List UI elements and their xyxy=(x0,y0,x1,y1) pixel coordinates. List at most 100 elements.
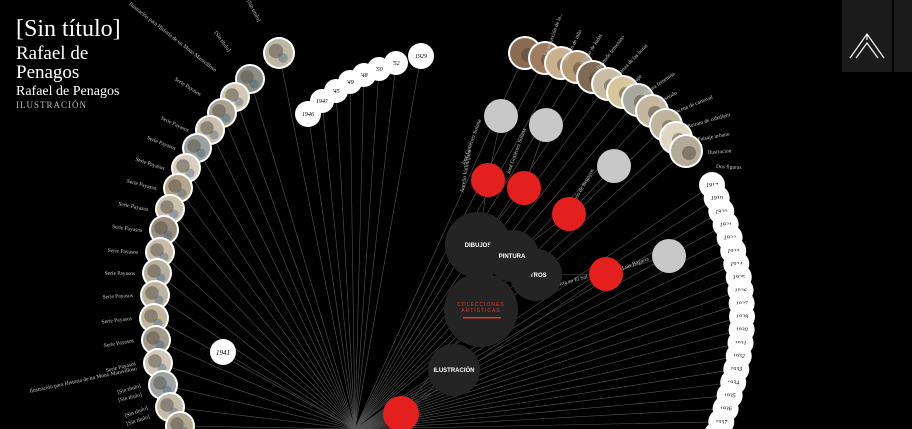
thumbnail-figure xyxy=(200,121,214,135)
artist-node[interactable] xyxy=(529,108,563,142)
author-line-1: Rafael de xyxy=(16,43,89,64)
connection-line xyxy=(354,368,737,429)
artist-label: José Gutiérrez Solana xyxy=(461,118,483,166)
thumbnail-figure xyxy=(148,354,162,368)
connection-line xyxy=(354,303,742,429)
artwork-label: Paisaje urbano xyxy=(697,131,730,143)
artist-node[interactable] xyxy=(597,149,631,183)
year-label: '49 xyxy=(346,79,353,86)
connection-line xyxy=(354,184,713,429)
artwork-label: Dos figuras xyxy=(716,163,742,171)
artist-node[interactable] xyxy=(652,239,686,273)
related-artist-node[interactable] xyxy=(589,257,623,291)
thumbnail-detail xyxy=(196,148,206,158)
connection-line xyxy=(354,68,380,429)
thumbnail-detail xyxy=(185,168,195,178)
year-label: '50 xyxy=(375,67,382,73)
year-label: 1941 xyxy=(216,349,230,357)
connection-line xyxy=(162,384,356,429)
artwork-thumbnail[interactable] xyxy=(141,325,171,355)
artwork-thumbnail[interactable] xyxy=(142,258,172,288)
pintura-hub-label: PINTURA xyxy=(499,254,526,260)
artwork-label: Ilustración xyxy=(708,148,732,156)
related-artist-node[interactable] xyxy=(507,171,541,205)
colecciones-hub[interactable] xyxy=(444,273,518,347)
connection-line xyxy=(354,329,742,429)
related-artist-node[interactable] xyxy=(383,396,419,429)
artwork-label: Serie Payasos xyxy=(134,157,165,172)
thumbnail-figure xyxy=(144,309,158,323)
thumbnail-detail xyxy=(221,113,231,123)
artwork-label: Serie Payasos xyxy=(103,338,134,349)
connection-line xyxy=(354,342,741,429)
artwork-label: Serie Payasos xyxy=(160,116,190,134)
connection-line xyxy=(153,317,356,429)
year-label: 1946 xyxy=(302,111,314,118)
connection-line xyxy=(354,74,365,429)
artwork-label: Serie Payasos xyxy=(146,135,176,152)
connection-line xyxy=(159,251,356,429)
connection-line xyxy=(354,250,734,429)
connection-line xyxy=(155,339,356,429)
thumbnail-detail xyxy=(209,130,219,140)
ilustracion-hub-label: ILUSTRACIÓN xyxy=(434,366,475,374)
thumbnail-figure xyxy=(145,286,159,300)
thumbnail-detail xyxy=(154,295,164,305)
connection-line xyxy=(249,78,356,429)
side-panel-tab[interactable] xyxy=(894,0,912,72)
related-artist-node[interactable] xyxy=(471,163,505,197)
connection-line xyxy=(163,229,356,429)
artwork-label: Serie Payasos xyxy=(118,201,149,213)
connection-line xyxy=(400,273,607,415)
artwork-label: [Sin título] xyxy=(118,392,143,404)
artwork-thumbnail[interactable] xyxy=(263,37,295,69)
connection-line xyxy=(156,272,356,429)
artwork-label: [Sin título] xyxy=(213,30,232,53)
artwork-label: Serie Payasos xyxy=(102,293,133,301)
thumbnail-figure xyxy=(682,146,696,160)
artwork-thumbnail[interactable] xyxy=(669,134,703,168)
connection-line xyxy=(335,90,356,429)
thumbnail-detail xyxy=(155,340,165,350)
connection-line xyxy=(196,147,356,429)
thumbnail-detail xyxy=(249,79,259,89)
thumbnail-detail xyxy=(177,188,187,198)
artist-label: Luis Bagaría xyxy=(621,256,650,271)
artwork-thumbnail[interactable] xyxy=(140,280,170,310)
connection-line xyxy=(354,276,739,429)
connection-line xyxy=(222,351,356,429)
artwork-label: Serie Payasos xyxy=(101,316,132,325)
year-node[interactable] xyxy=(704,422,730,429)
year-node[interactable] xyxy=(384,51,408,75)
thumbnail-detail xyxy=(163,230,173,240)
connection-line xyxy=(185,167,356,429)
year-node[interactable] xyxy=(408,43,434,69)
artwork-thumbnail[interactable] xyxy=(139,303,169,333)
author-full[interactable]: Rafael de Penagos xyxy=(16,84,120,99)
thumbnail-figure xyxy=(268,43,284,59)
thumbnail-figure xyxy=(170,417,184,429)
artwork-thumbnail[interactable] xyxy=(171,153,201,183)
logo-button[interactable] xyxy=(842,0,892,72)
related-artist-node[interactable] xyxy=(552,197,586,231)
thumbnail-figure xyxy=(150,243,164,257)
connection-line xyxy=(221,112,356,429)
artwork-label: Serie Payasos xyxy=(126,179,157,192)
artwork-thumbnail[interactable] xyxy=(165,411,195,429)
year-label: 1934 xyxy=(727,379,739,386)
author-line-2: Penagos xyxy=(16,62,80,83)
ilustracion-hub[interactable] xyxy=(428,344,480,396)
right-year-arc: 1917191919201921192219231924192519261927… xyxy=(699,172,755,429)
thumbnail-detail xyxy=(179,426,189,429)
connection-line xyxy=(278,52,356,429)
artwork-label: Desnudo xyxy=(658,90,678,105)
thumbnail-figure xyxy=(153,376,167,390)
year-node[interactable] xyxy=(210,339,236,365)
connection-line xyxy=(354,408,726,429)
category-label[interactable]: ILUSTRACIÓN xyxy=(16,100,87,110)
connection-line xyxy=(307,113,356,429)
artist-node[interactable] xyxy=(484,99,518,133)
thumbnail-image xyxy=(671,136,701,166)
pintura-hub[interactable] xyxy=(487,230,539,282)
